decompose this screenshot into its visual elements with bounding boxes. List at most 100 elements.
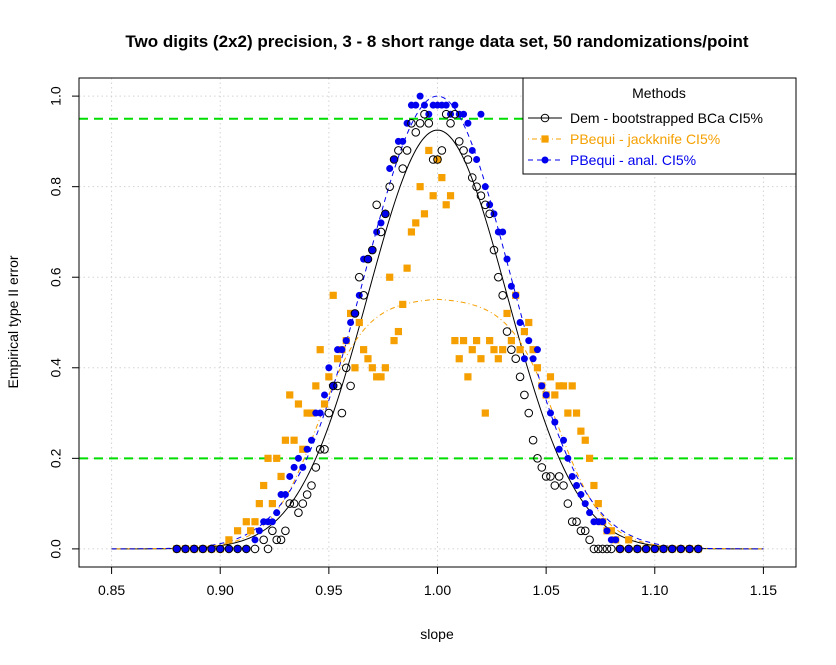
point-s2-69 bbox=[512, 291, 520, 299]
point-s0-32 bbox=[354, 272, 364, 282]
point-s0-99 bbox=[685, 544, 694, 554]
point-s0-92 bbox=[624, 544, 634, 554]
point-s2-59 bbox=[468, 146, 476, 154]
point-s1-7 bbox=[234, 527, 242, 535]
point-s2-40 bbox=[386, 165, 394, 173]
point-s2-79 bbox=[555, 445, 563, 453]
point-s1-54 bbox=[442, 201, 450, 209]
point-s1-55 bbox=[446, 192, 455, 200]
point-s1-88 bbox=[590, 481, 598, 490]
point-s2-6 bbox=[225, 545, 233, 553]
point-s2-101 bbox=[686, 545, 694, 553]
point-s1-82 bbox=[564, 409, 572, 417]
point-s1-38 bbox=[373, 373, 381, 381]
point-s2-71 bbox=[520, 355, 528, 363]
point-s2-76 bbox=[542, 391, 550, 399]
point-s1-23 bbox=[307, 409, 316, 417]
point-s0-96 bbox=[659, 544, 668, 554]
point-s0-35 bbox=[368, 245, 377, 255]
point-s0-41 bbox=[394, 146, 403, 155]
legend-label-1: PBequi - jackknife CI5% bbox=[570, 131, 720, 147]
point-s0-44 bbox=[407, 118, 416, 128]
point-s0-62 bbox=[485, 209, 494, 219]
point-s0-46 bbox=[415, 118, 425, 128]
point-s0-42 bbox=[398, 164, 408, 173]
point-s2-35 bbox=[364, 255, 372, 263]
point-s1-64 bbox=[486, 337, 494, 345]
point-s1-22 bbox=[303, 409, 311, 417]
point-s1-27 bbox=[325, 373, 333, 381]
point-s2-96 bbox=[642, 545, 650, 553]
point-s0-2 bbox=[189, 544, 199, 554]
point-s1-57 bbox=[455, 355, 463, 363]
x-tick-label-2: 0.95 bbox=[315, 582, 342, 598]
point-s0-79 bbox=[559, 481, 568, 490]
point-s1-48 bbox=[416, 183, 424, 191]
point-s2-83 bbox=[573, 482, 581, 489]
point-s0-36 bbox=[372, 200, 381, 210]
point-s2-37 bbox=[373, 228, 381, 236]
point-s2-14 bbox=[273, 509, 281, 517]
point-s0-33 bbox=[359, 291, 368, 300]
point-s0-95 bbox=[650, 544, 660, 554]
point-s0-57 bbox=[463, 155, 473, 164]
point-s2-16 bbox=[281, 491, 289, 499]
point-s1-80 bbox=[555, 382, 563, 390]
x-tick-label-6: 1.15 bbox=[750, 582, 777, 598]
point-s0-78 bbox=[554, 472, 564, 481]
point-s0-61 bbox=[481, 200, 490, 210]
point-s2-102 bbox=[694, 545, 702, 553]
point-s1-50 bbox=[425, 146, 433, 155]
legend-marker-2 bbox=[541, 156, 549, 164]
point-s2-60 bbox=[473, 156, 481, 163]
point-s2-77 bbox=[546, 409, 554, 417]
point-s0-49 bbox=[428, 155, 438, 164]
point-s1-52 bbox=[433, 155, 442, 164]
point-s1-12 bbox=[260, 481, 268, 490]
point-s1-16 bbox=[277, 472, 285, 481]
point-s0-84 bbox=[580, 526, 590, 536]
point-s1-69 bbox=[507, 337, 515, 345]
point-s1-21 bbox=[299, 445, 307, 453]
point-s0-8 bbox=[242, 544, 251, 554]
point-s2-43 bbox=[399, 137, 407, 145]
point-s1-66 bbox=[494, 355, 502, 363]
point-s1-41 bbox=[386, 273, 394, 281]
point-s0-54 bbox=[450, 109, 460, 119]
x-axis: 0.85 0.90 0.95 1.00 1.05 1.10 1.15 bbox=[98, 566, 777, 598]
point-s1-24 bbox=[312, 382, 320, 390]
point-s1-20 bbox=[294, 400, 303, 408]
point-s0-7 bbox=[233, 544, 242, 554]
point-s1-40 bbox=[381, 364, 389, 372]
point-s2-57 bbox=[460, 110, 468, 118]
point-s2-39 bbox=[381, 210, 389, 218]
point-s0-22 bbox=[311, 463, 321, 472]
point-s0-29 bbox=[341, 363, 351, 373]
point-s0-65 bbox=[498, 291, 507, 300]
point-s1-34 bbox=[355, 318, 363, 327]
point-s1-15 bbox=[273, 454, 281, 462]
point-s0-88 bbox=[598, 544, 607, 554]
point-s2-41 bbox=[390, 156, 398, 163]
point-s0-24 bbox=[320, 444, 329, 454]
point-s1-62 bbox=[477, 355, 485, 363]
point-s2-10 bbox=[255, 527, 263, 535]
point-s0-23 bbox=[315, 444, 325, 454]
point-s1-11 bbox=[255, 500, 263, 508]
point-s1-45 bbox=[403, 264, 411, 272]
point-s2-44 bbox=[403, 119, 411, 127]
point-s1-10 bbox=[251, 518, 259, 526]
point-s2-48 bbox=[420, 101, 428, 109]
point-s2-74 bbox=[533, 346, 541, 354]
point-s0-81 bbox=[567, 517, 577, 527]
point-s2-66 bbox=[499, 228, 507, 236]
point-s2-86 bbox=[586, 509, 594, 517]
point-s0-98 bbox=[676, 544, 686, 554]
point-s0-74 bbox=[537, 463, 547, 472]
point-s2-97 bbox=[651, 545, 659, 553]
point-s2-4 bbox=[208, 545, 216, 553]
point-s1-85 bbox=[577, 427, 585, 435]
point-s1-44 bbox=[399, 300, 407, 308]
point-s0-53 bbox=[446, 118, 455, 128]
